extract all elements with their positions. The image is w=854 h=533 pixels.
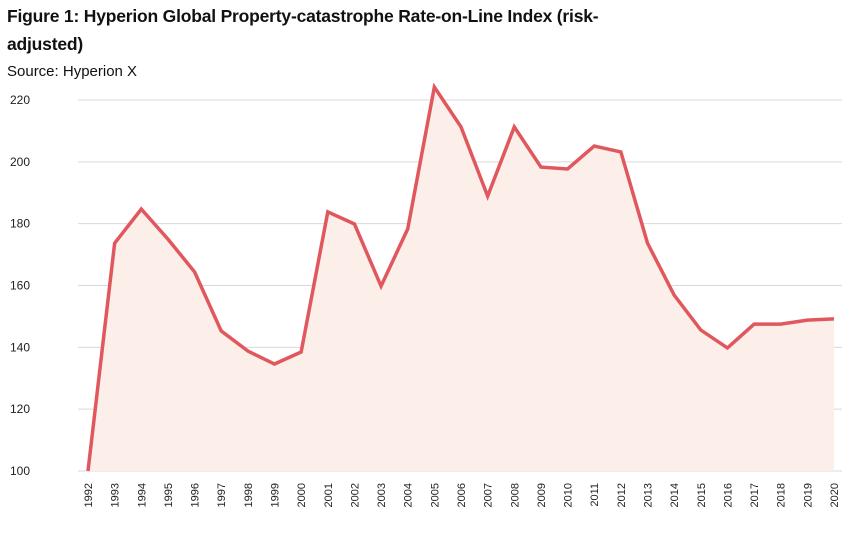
x-tick-label: 1994: [136, 483, 148, 507]
x-tick-label: 2009: [536, 483, 548, 507]
chart-source: Source: Hyperion X: [7, 63, 138, 80]
y-tick-label: 180: [10, 217, 30, 231]
x-tick-label: 2001: [323, 483, 335, 507]
x-tick-label: 1993: [110, 483, 122, 507]
x-tick-label: 2015: [696, 483, 708, 507]
x-tick-label: 1996: [190, 483, 202, 507]
x-tick-label: 2005: [429, 483, 441, 507]
y-tick-label: 140: [10, 340, 30, 354]
chart-title: Figure 1: Hyperion Global Property-catas…: [7, 6, 599, 54]
x-tick-label: 2017: [749, 483, 761, 507]
x-tick-label: 1997: [216, 483, 228, 507]
x-tick-label: 1995: [163, 483, 175, 507]
x-tick-label: 2019: [802, 483, 814, 507]
y-tick-label: 200: [10, 155, 30, 169]
x-tick-label: 2014: [669, 483, 681, 507]
x-tick-label: 2018: [776, 483, 788, 507]
x-tick-label: 2004: [403, 483, 415, 507]
x-tick-label: 2010: [563, 483, 575, 507]
x-tick-label: 1992: [83, 483, 95, 507]
x-tick-label: 1998: [243, 483, 255, 507]
x-tick-label: 1999: [270, 483, 282, 507]
x-tick-label: 2003: [376, 483, 388, 507]
x-tick-label: 2000: [296, 483, 308, 507]
y-tick-label: 220: [10, 93, 30, 107]
x-tick-label: 2012: [616, 483, 628, 507]
x-tick-label: 2007: [483, 483, 495, 507]
x-tick-label: 2002: [349, 483, 361, 507]
area-fill: [88, 87, 834, 471]
y-tick-label: 160: [10, 279, 30, 293]
x-tick-label: 2020: [829, 483, 841, 507]
x-tick-label: 2006: [456, 483, 468, 507]
y-tick-label: 120: [10, 402, 30, 416]
x-tick-label: 2016: [722, 483, 734, 507]
x-tick-label: 2008: [509, 483, 521, 507]
y-tick-label: 100: [10, 464, 30, 478]
x-tick-label: 2013: [643, 483, 655, 507]
x-tick-label: 2011: [589, 483, 601, 507]
